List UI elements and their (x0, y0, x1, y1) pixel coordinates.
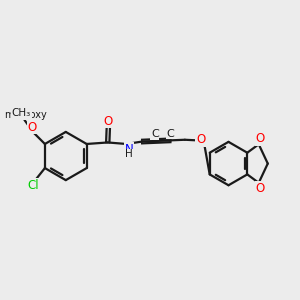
Text: CH₃: CH₃ (12, 108, 31, 118)
Text: O: O (27, 121, 37, 134)
Text: O: O (255, 132, 265, 146)
Text: O: O (255, 182, 265, 195)
Text: C: C (151, 129, 159, 139)
Text: N: N (124, 143, 133, 156)
Text: H: H (125, 149, 133, 159)
Text: methoxy: methoxy (25, 112, 32, 113)
Text: O: O (196, 133, 205, 146)
Text: C: C (167, 129, 174, 139)
Text: methoxy: methoxy (4, 110, 46, 120)
Text: Cl: Cl (28, 179, 39, 192)
Text: O: O (104, 115, 113, 128)
